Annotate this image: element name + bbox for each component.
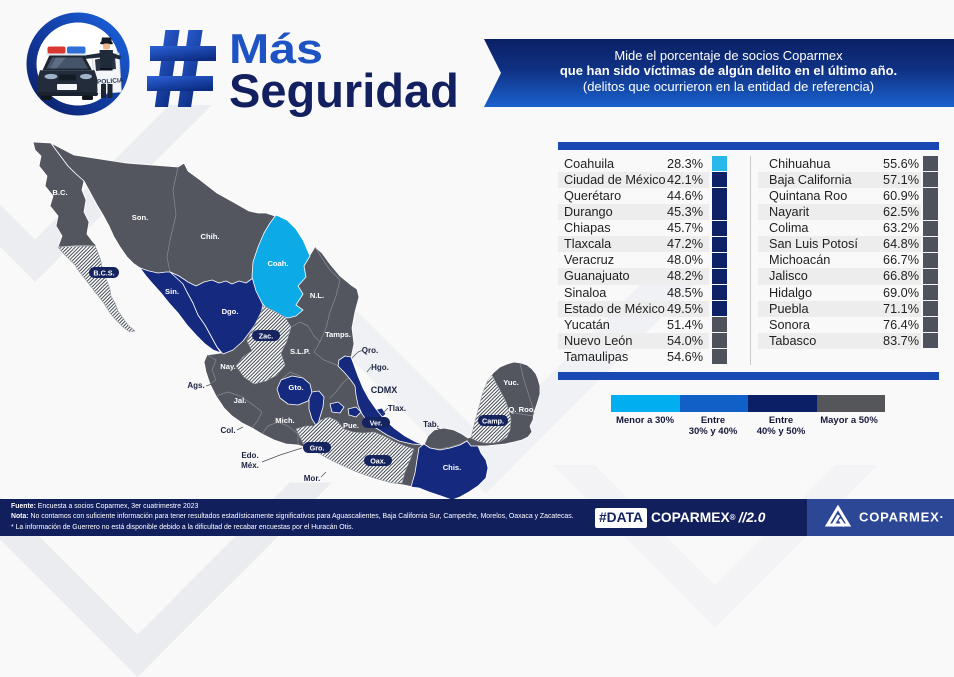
svg-text:Coah.: Coah. — [267, 259, 288, 268]
svg-text:Chih.: Chih. — [201, 232, 220, 241]
svg-text:N.L.: N.L. — [310, 291, 324, 300]
svg-text:Hgo.: Hgo. — [371, 363, 389, 372]
svg-text:Zac.: Zac. — [259, 332, 273, 341]
svg-text:Yuc.: Yuc. — [503, 378, 519, 387]
svg-text:Son.: Son. — [132, 213, 148, 222]
svg-text:Sin.: Sin. — [165, 287, 179, 296]
svg-text:Jal.: Jal. — [234, 396, 247, 405]
svg-text:S.L.P.: S.L.P. — [290, 347, 310, 356]
svg-text:Gro.: Gro. — [310, 444, 325, 453]
svg-text:Camp.: Camp. — [482, 417, 504, 426]
svg-text:B.C.: B.C. — [52, 188, 67, 197]
svg-text:CDMX: CDMX — [371, 385, 398, 395]
svg-text:Mich.: Mich. — [275, 416, 294, 425]
svg-text:Nay.: Nay. — [220, 362, 235, 371]
svg-text:Pue.: Pue. — [343, 421, 359, 430]
svg-text:Dgo.: Dgo. — [222, 307, 239, 316]
svg-text:Oax.: Oax. — [370, 457, 386, 466]
svg-text:B.C.S.: B.C.S. — [93, 269, 114, 278]
svg-text:COPARMEX·: COPARMEX· — [859, 510, 945, 525]
svg-text:Qro.: Qro. — [362, 346, 378, 355]
svg-text:Chis.: Chis. — [443, 463, 462, 472]
svg-text:Ags.: Ags. — [187, 381, 204, 390]
svg-text:Tab.: Tab. — [423, 420, 439, 429]
svg-text:POLICIA: POLICIA — [97, 77, 124, 86]
svg-text:Col.: Col. — [220, 426, 235, 435]
svg-text:Tamps.: Tamps. — [325, 330, 351, 339]
svg-text:Edo.: Edo. — [241, 451, 258, 460]
svg-text:Mor.: Mor. — [304, 474, 320, 483]
svg-text:Q. Roo.: Q. Roo. — [509, 405, 536, 414]
svg-text:Méx.: Méx. — [241, 461, 259, 470]
svg-text:Tlax.: Tlax. — [388, 404, 406, 413]
svg-text:Gto.: Gto. — [288, 383, 303, 392]
svg-text:Ver.: Ver. — [370, 419, 383, 428]
